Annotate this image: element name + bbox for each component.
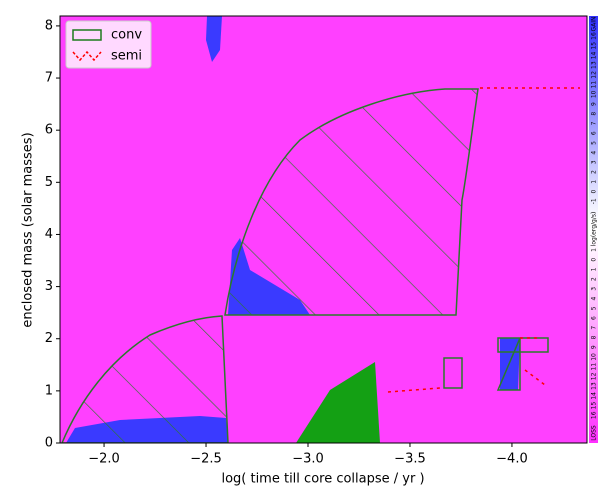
legend: conv semi <box>65 20 152 69</box>
y-tick-label: 3 <box>45 279 53 294</box>
y-tick-label: 8 <box>45 18 53 33</box>
colorbar-tick-label: 12 <box>591 372 598 380</box>
y-tick-label: 2 <box>45 331 53 346</box>
colorbar-tick-label: 2 <box>591 277 598 281</box>
colorbar-tick-label: 11 <box>591 81 598 89</box>
colorbar-tick-label: 9 <box>591 102 598 106</box>
y-tick-label: 7 <box>45 71 53 86</box>
colorbar-tick-label: 8 <box>591 112 598 116</box>
colorbar-tick-label: 5 <box>591 306 598 310</box>
legend-swatch <box>72 50 102 62</box>
colorbar-tick-label: 3 <box>591 287 598 291</box>
x-axis-label: log( time till core collapse / yr ) <box>221 472 424 487</box>
colorbar-tick-label: 13 <box>591 61 598 69</box>
legend-label: semi <box>111 49 142 64</box>
y-tick-label: 4 <box>45 227 53 242</box>
colorbar-tick-label: 7 <box>591 326 598 330</box>
colorbar-tick-label: 14 <box>591 392 598 400</box>
burning-region <box>206 16 222 62</box>
legend-box <box>65 20 152 69</box>
convective-zone <box>224 88 479 316</box>
colorbar-tick-label: 4 <box>591 151 598 155</box>
colorbar <box>589 16 598 443</box>
colorbar-tick-label: 7 <box>591 121 598 125</box>
colorbar-tick-label: 11 <box>591 363 598 371</box>
convective-zone <box>61 315 229 443</box>
x-tick-label: −4.0 <box>496 452 528 467</box>
axes-frame <box>59 15 588 444</box>
colorbar-tick-label: 6 <box>591 316 598 320</box>
colorbar-tick-label: 10 <box>591 90 598 98</box>
colorbar-tick-label: 0 <box>591 258 598 262</box>
y-tick-label: 1 <box>45 383 53 398</box>
colorbar-gain-label: GAIN <box>591 16 598 31</box>
colorbar-tick-label: 15 <box>591 42 598 50</box>
y-axis-label: enclosed mass (solar masses) <box>21 132 36 327</box>
y-tick-label: 5 <box>45 175 53 190</box>
colorbar-unit-label: log(erg/g/s) <box>591 212 598 247</box>
colorbar-loss-label: LOSS <box>591 425 598 441</box>
colorbar-tick-label: 10 <box>591 353 598 361</box>
x-tick-label: −2.5 <box>190 452 222 467</box>
colorbar-tick-label: 2 <box>591 170 598 174</box>
colorbar-tick-label: 0 <box>591 189 598 193</box>
colorbar-tick-label: 13 <box>591 382 598 390</box>
colorbar-tick-label: 3 <box>591 160 598 164</box>
colorbar-tick-label: 14 <box>591 51 598 59</box>
colorbar-tick-label: 16 <box>591 32 598 40</box>
colorbar-labels: GAINLOSSlog(erg/g/s)16151413121110987654… <box>591 16 598 440</box>
colorbar-tick-label: 1 <box>591 248 598 252</box>
x-tick-label: −3.0 <box>292 452 324 467</box>
colorbar-tick-label: 4 <box>591 297 598 301</box>
convective-zone <box>443 337 549 391</box>
colorbar-tick-label: 6 <box>591 131 598 135</box>
colorbar-tick-label: 8 <box>591 335 598 339</box>
colorbar-tick-label: 1 <box>591 267 598 271</box>
y-tick-label: 0 <box>45 436 53 451</box>
plot-area <box>60 16 587 443</box>
semiconvection <box>387 87 580 393</box>
x-tick-label: −2.0 <box>88 452 120 467</box>
colorbar-tick-label: 12 <box>591 71 598 79</box>
colorbar-tick-label: -1 <box>591 198 598 204</box>
colorbar-tick-label: 5 <box>591 141 598 145</box>
legend-swatch <box>72 29 102 41</box>
colorbar-tick-label: 15 <box>591 402 598 410</box>
colorbar-tick-label: 16 <box>591 411 598 419</box>
x-tick-label: −3.5 <box>394 452 426 467</box>
colorbar-tick-label: 1 <box>591 180 598 184</box>
y-tick-label: 6 <box>45 123 53 138</box>
convective-fill <box>296 362 380 443</box>
legend-label: conv <box>111 28 142 43</box>
colorbar-tick-label: 9 <box>591 345 598 349</box>
